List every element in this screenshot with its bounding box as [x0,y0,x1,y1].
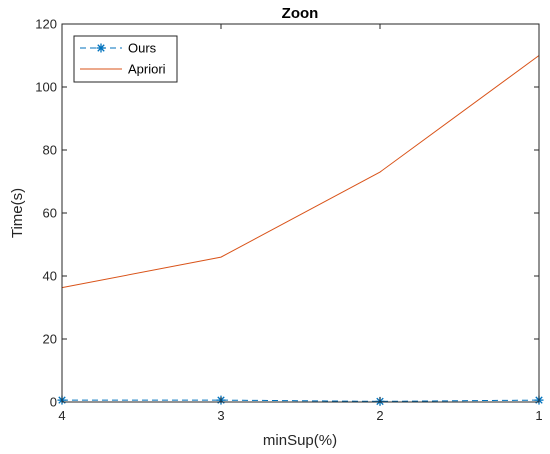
y-axis-label: Time(s) [9,188,26,238]
chart-title: Zoon [282,5,319,22]
x-tick-label: 2 [376,408,383,423]
x-axis-label: minSup(%) [263,432,337,449]
y-tick-label: 0 [50,395,57,410]
x-tick-label: 4 [58,408,65,423]
y-tick-label: 100 [35,80,57,95]
x-tick-label: 3 [217,408,224,423]
y-tick-label: 80 [43,143,57,158]
y-axis: 0 20 40 60 80 100 120 [35,17,539,410]
y-tick-label: 20 [43,332,57,347]
y-tick-label: 60 [43,206,57,221]
marker-stroke [97,44,105,52]
x-tick-label: 1 [535,408,542,423]
y-tick-label: 40 [43,269,57,284]
legend-marker-ours [96,43,106,53]
x-axis: 4 3 2 1 [58,24,543,423]
series-line-apriori [61,55,540,289]
legend-label-apriori: Apriori [128,62,166,77]
y-tick-label: 120 [35,17,57,32]
legend: Ours Apriori [73,35,178,83]
legend-label-ours: Ours [128,41,157,56]
legend-box [73,35,178,83]
plot-area [62,24,539,402]
